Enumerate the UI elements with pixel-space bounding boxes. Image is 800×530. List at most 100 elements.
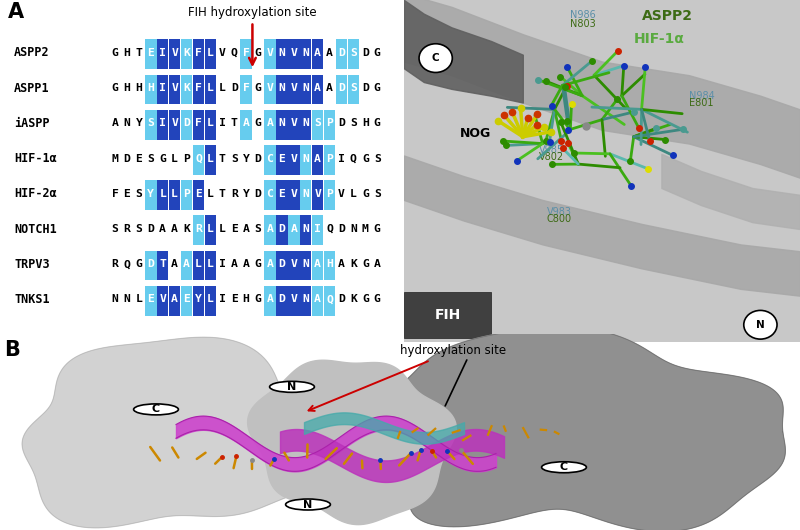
Text: G: G <box>254 48 262 58</box>
FancyBboxPatch shape <box>276 110 288 139</box>
FancyBboxPatch shape <box>241 110 252 139</box>
Text: L: L <box>207 295 214 304</box>
Text: V: V <box>171 48 178 58</box>
Text: G: G <box>374 295 381 304</box>
Text: D: D <box>254 189 262 199</box>
Text: L: L <box>171 154 178 164</box>
FancyBboxPatch shape <box>169 39 180 69</box>
FancyBboxPatch shape <box>312 75 323 104</box>
FancyBboxPatch shape <box>276 75 288 104</box>
Text: V: V <box>290 295 298 304</box>
FancyBboxPatch shape <box>205 110 216 139</box>
FancyBboxPatch shape <box>312 110 323 139</box>
Text: D: D <box>147 259 154 269</box>
FancyBboxPatch shape <box>312 145 323 175</box>
Text: E: E <box>231 295 238 304</box>
Text: G: G <box>362 154 369 164</box>
Text: F: F <box>242 48 250 58</box>
Circle shape <box>286 499 330 510</box>
Text: K: K <box>350 259 357 269</box>
Text: ASPP2: ASPP2 <box>14 47 50 59</box>
Text: N: N <box>123 295 130 304</box>
Text: G: G <box>362 259 369 269</box>
Text: S: S <box>350 118 357 128</box>
Text: P: P <box>326 154 333 164</box>
Text: H: H <box>123 83 130 93</box>
Circle shape <box>270 382 314 392</box>
FancyBboxPatch shape <box>264 39 276 69</box>
FancyBboxPatch shape <box>288 215 299 245</box>
FancyBboxPatch shape <box>241 39 252 69</box>
Text: N: N <box>278 118 286 128</box>
FancyBboxPatch shape <box>205 75 216 104</box>
Text: D: D <box>278 224 286 234</box>
Text: C: C <box>266 189 274 199</box>
FancyBboxPatch shape <box>169 286 180 316</box>
Text: K: K <box>350 295 357 304</box>
Text: A: A <box>159 224 166 234</box>
Text: E: E <box>195 189 202 199</box>
Text: A: A <box>266 118 274 128</box>
Text: I: I <box>159 118 166 128</box>
Text: E: E <box>278 154 286 164</box>
Text: D: D <box>278 259 286 269</box>
Text: R: R <box>112 259 118 269</box>
Text: H: H <box>362 118 369 128</box>
Text: S: S <box>254 224 262 234</box>
FancyBboxPatch shape <box>145 110 157 139</box>
Text: I: I <box>159 48 166 58</box>
Text: G: G <box>374 118 381 128</box>
Text: P: P <box>183 154 190 164</box>
Text: N: N <box>302 189 309 199</box>
FancyBboxPatch shape <box>300 75 311 104</box>
Text: A: A <box>314 48 321 58</box>
Text: Q: Q <box>326 295 333 304</box>
Text: TRPV3: TRPV3 <box>14 258 50 271</box>
Text: V: V <box>266 83 274 93</box>
Text: ASPP2: ASPP2 <box>642 8 693 23</box>
Text: Y: Y <box>242 154 250 164</box>
FancyBboxPatch shape <box>193 75 204 104</box>
FancyBboxPatch shape <box>181 251 192 280</box>
Text: G: G <box>254 118 262 128</box>
FancyBboxPatch shape <box>181 39 192 69</box>
Text: N803: N803 <box>570 19 596 29</box>
Text: H: H <box>135 83 142 93</box>
FancyBboxPatch shape <box>193 215 204 245</box>
Text: N: N <box>302 118 309 128</box>
Text: A: A <box>266 295 274 304</box>
Text: V: V <box>290 48 298 58</box>
Text: R: R <box>195 224 202 234</box>
Text: A: A <box>171 295 178 304</box>
Text: C: C <box>560 462 568 472</box>
Text: A: A <box>338 259 345 269</box>
FancyBboxPatch shape <box>324 251 335 280</box>
Text: I: I <box>219 259 226 269</box>
FancyBboxPatch shape <box>324 180 335 210</box>
Text: S: S <box>374 154 381 164</box>
Text: Y: Y <box>135 118 142 128</box>
Text: K: K <box>183 224 190 234</box>
Text: I: I <box>159 83 166 93</box>
FancyBboxPatch shape <box>157 39 169 69</box>
Text: A: A <box>314 295 321 304</box>
Text: Q: Q <box>231 48 238 58</box>
Text: A: A <box>374 259 381 269</box>
Text: HIF-2α: HIF-2α <box>14 187 57 200</box>
FancyBboxPatch shape <box>181 180 192 210</box>
Text: V: V <box>290 118 298 128</box>
Text: F: F <box>112 189 118 199</box>
FancyBboxPatch shape <box>324 286 335 316</box>
FancyBboxPatch shape <box>300 180 311 210</box>
Text: A: A <box>266 224 274 234</box>
Text: I: I <box>314 224 321 234</box>
Text: E: E <box>231 224 238 234</box>
FancyBboxPatch shape <box>264 251 276 280</box>
FancyBboxPatch shape <box>193 180 204 210</box>
Text: F: F <box>242 83 250 93</box>
FancyBboxPatch shape <box>145 75 157 104</box>
FancyBboxPatch shape <box>264 286 276 316</box>
Text: T: T <box>159 259 166 269</box>
Text: G: G <box>112 83 118 93</box>
Text: G: G <box>135 259 142 269</box>
